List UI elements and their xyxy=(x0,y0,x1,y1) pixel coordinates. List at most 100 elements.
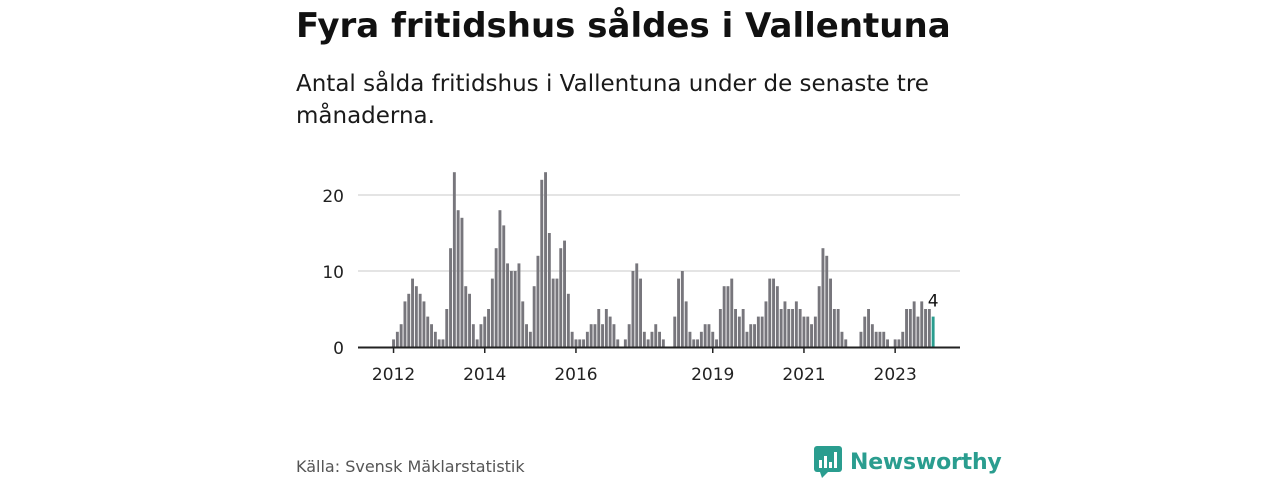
bar xyxy=(749,324,753,347)
x-tick-label: 2012 xyxy=(372,365,415,385)
bar xyxy=(745,331,749,347)
bar xyxy=(452,172,456,347)
bar xyxy=(726,286,730,347)
bar xyxy=(608,316,612,347)
bar xyxy=(593,324,597,347)
bar xyxy=(449,248,452,347)
bar xyxy=(509,271,513,347)
bar xyxy=(870,324,874,347)
bar xyxy=(813,316,817,347)
bar xyxy=(863,316,867,347)
bar xyxy=(730,278,734,347)
newsworthy-logo-icon xyxy=(814,446,842,478)
bar xyxy=(787,309,791,347)
bar-chart: 0 10 20 2012 2014 2016 2019 2021 2023 4 xyxy=(322,172,960,385)
brand-logo: Newsworthy xyxy=(814,446,1002,478)
gridlines xyxy=(358,194,960,272)
bar xyxy=(661,339,665,347)
bar xyxy=(707,324,711,347)
bar xyxy=(479,324,483,347)
bar xyxy=(411,278,414,347)
bar xyxy=(783,301,787,347)
x-tick-label: 2014 xyxy=(463,365,506,385)
bar xyxy=(631,271,635,347)
bar-latest xyxy=(931,316,935,347)
bar xyxy=(775,286,779,347)
bar xyxy=(597,309,601,347)
bar xyxy=(798,309,802,347)
bar xyxy=(502,225,506,347)
bar xyxy=(555,278,559,347)
x-tick-label: 2016 xyxy=(554,365,597,385)
bar xyxy=(916,316,920,347)
bar xyxy=(399,324,403,347)
bar xyxy=(498,210,502,347)
bar xyxy=(908,309,912,347)
bar xyxy=(627,324,631,347)
bar xyxy=(802,316,806,347)
bar xyxy=(791,309,794,347)
bar xyxy=(547,233,551,347)
bar xyxy=(680,271,684,347)
bar xyxy=(414,286,418,347)
bar xyxy=(536,255,540,347)
x-axis-labels: 2012 2014 2016 2019 2021 2023 xyxy=(372,348,917,385)
bar xyxy=(570,331,574,347)
bar xyxy=(445,309,449,347)
bar xyxy=(886,339,889,347)
bar xyxy=(912,301,916,347)
bar xyxy=(924,309,927,347)
bar xyxy=(468,293,471,347)
bar xyxy=(471,324,475,347)
bar xyxy=(677,278,680,347)
bar xyxy=(490,278,494,347)
bar xyxy=(658,331,661,347)
x-tick-label: 2023 xyxy=(874,365,917,385)
bar xyxy=(642,331,646,347)
bar xyxy=(646,339,650,347)
bar xyxy=(688,331,692,347)
bar xyxy=(810,324,813,347)
bar xyxy=(901,331,905,347)
bar xyxy=(437,339,441,347)
bar xyxy=(829,278,832,347)
bar xyxy=(540,179,544,347)
bar xyxy=(563,240,566,347)
bar xyxy=(612,324,616,347)
source-note: Källa: Svensk Mäklarstatistik xyxy=(296,457,525,476)
bar xyxy=(456,210,460,347)
bar xyxy=(392,339,395,347)
bar xyxy=(692,339,696,347)
bar xyxy=(821,248,825,347)
bar xyxy=(703,324,707,347)
bar xyxy=(832,309,836,347)
x-tick-label: 2021 xyxy=(782,365,825,385)
bar xyxy=(616,339,620,347)
brand-name: Newsworthy xyxy=(850,449,1002,475)
y-axis-labels: 0 10 20 xyxy=(322,187,344,359)
bar xyxy=(623,339,627,347)
bar xyxy=(460,217,464,347)
bar xyxy=(654,324,658,347)
bar xyxy=(521,301,525,347)
bar xyxy=(483,316,487,347)
bar xyxy=(920,301,924,347)
bar xyxy=(544,172,547,347)
bar xyxy=(734,309,737,347)
bar xyxy=(426,316,430,347)
bar xyxy=(772,278,775,347)
bar xyxy=(574,339,578,347)
bar xyxy=(806,316,810,347)
bar xyxy=(794,301,798,347)
bar xyxy=(859,331,863,347)
bar xyxy=(506,263,509,347)
bar xyxy=(699,331,703,347)
x-tick-label: 2019 xyxy=(691,365,734,385)
bar xyxy=(578,339,582,347)
bar xyxy=(430,324,433,347)
bar xyxy=(718,309,722,347)
bar xyxy=(464,286,468,347)
bar xyxy=(639,278,642,347)
bar xyxy=(650,331,654,347)
bar xyxy=(601,324,604,347)
